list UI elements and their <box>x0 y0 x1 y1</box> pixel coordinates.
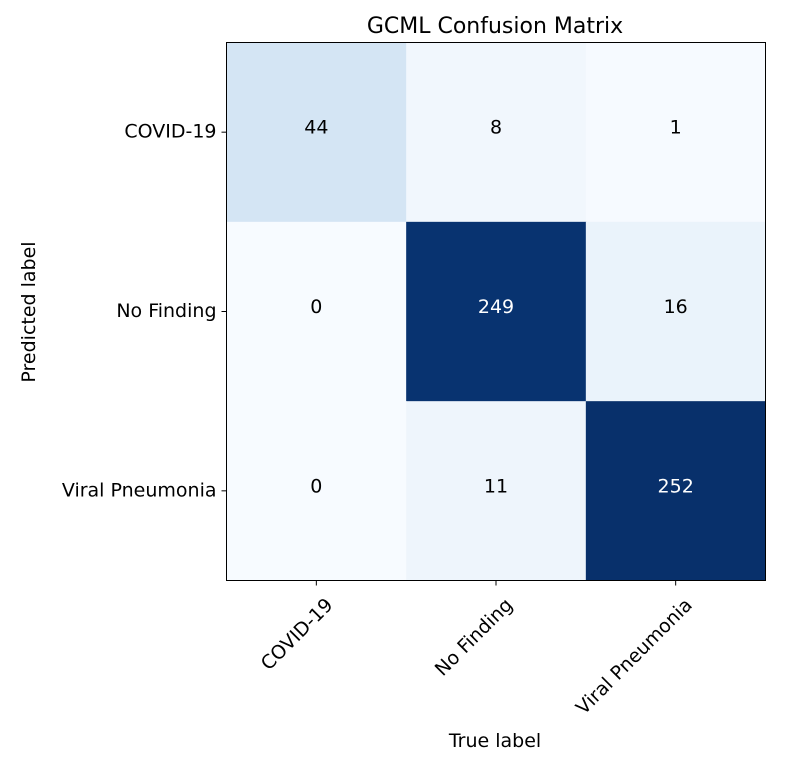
y-axis-ticks: COVID-19 No Finding Viral Pneumonia <box>62 121 227 501</box>
heatmap-cell <box>585 401 766 581</box>
heatmap-cell <box>585 221 766 402</box>
heatmap-cell <box>406 401 587 581</box>
y-tick-label: COVID-19 <box>124 121 216 143</box>
heatmap-cell <box>406 42 587 223</box>
heatmap-cell-value: 0 <box>310 475 322 497</box>
heatmap-cell-value: 249 <box>478 296 514 318</box>
y-tick-label: No Finding <box>116 300 216 322</box>
heatmap-cells <box>226 42 766 581</box>
heatmap-cell-value: 44 <box>304 117 328 139</box>
heatmap-cell-value: 11 <box>484 475 508 497</box>
heatmap-cell-value: 0 <box>310 296 322 318</box>
heatmap-cell <box>226 221 407 402</box>
heatmap-cell <box>585 42 766 223</box>
heatmap-cell-values: 44 8 1 0 249 16 0 11 252 <box>304 117 694 498</box>
heatmap-cell <box>226 401 407 581</box>
chart-title: GCML Confusion Matrix <box>367 14 623 39</box>
x-tick-label: Viral Pneumonia <box>572 594 697 719</box>
y-tick-label: Viral Pneumonia <box>62 479 217 501</box>
y-axis-label: Predicted label <box>18 241 40 382</box>
heatmap-cell-value: 252 <box>658 475 694 497</box>
x-tick-label: COVID-19 <box>257 594 338 675</box>
heatmap-cell-value: 8 <box>490 117 502 139</box>
heatmap-cell <box>226 42 407 223</box>
heatmap-cell <box>406 221 587 402</box>
heatmap-cell-value: 1 <box>670 117 682 139</box>
x-axis-label: True label <box>448 730 541 752</box>
x-tick-label: No Finding <box>431 594 517 680</box>
x-axis-ticks: COVID-19 No Finding Viral Pneumonia <box>257 580 697 719</box>
heatmap-cell-value: 16 <box>664 296 688 318</box>
